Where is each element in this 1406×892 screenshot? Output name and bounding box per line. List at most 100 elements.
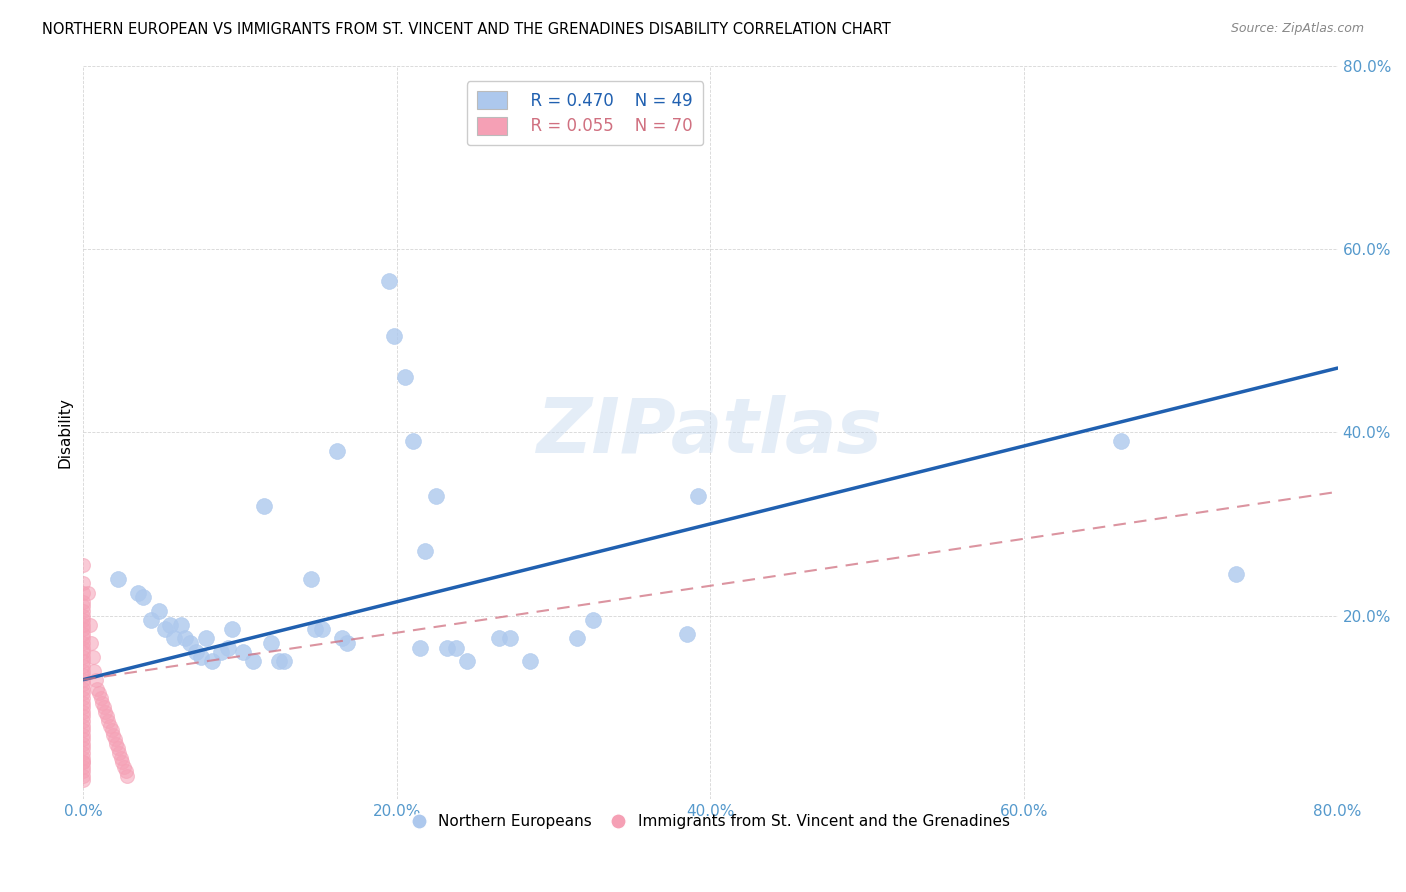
Point [72,750,94,764]
Point [72,613,94,627]
Point [86,681,108,696]
Point [190,649,212,664]
Point [456,654,478,668]
Point [72,645,94,659]
Point [72,691,94,706]
Point [72,627,94,641]
Legend: Northern Europeans, Immigrants from St. Vincent and the Grenadines: Northern Europeans, Immigrants from St. … [405,808,1017,835]
Point [112,760,135,774]
Point [104,732,127,747]
Point [84,673,107,687]
Point [72,599,94,614]
Point [82,649,104,664]
Point [72,632,94,646]
Point [77,585,100,599]
Point [217,640,239,655]
Point [201,654,224,668]
Point [394,370,416,384]
Point [260,636,283,650]
Point [93,700,115,714]
Point [87,686,110,700]
Point [72,755,94,769]
Point [446,640,468,655]
Point [72,673,94,687]
Point [72,686,94,700]
Point [97,714,120,728]
Text: NORTHERN EUROPEAN VS IMMIGRANTS FROM ST. VINCENT AND THE GRENADINES DISABILITY C: NORTHERN EUROPEAN VS IMMIGRANTS FROM ST.… [42,22,891,37]
Point [72,737,94,751]
Point [100,723,122,737]
Point [242,654,264,668]
Point [179,636,201,650]
Point [186,645,208,659]
Point [72,659,94,673]
Point [304,622,326,636]
Point [110,750,132,764]
Point [107,741,129,756]
Point [232,645,254,659]
Point [409,640,432,655]
Point [72,664,94,678]
Point [72,604,94,618]
Point [336,636,359,650]
Point [686,489,709,503]
Y-axis label: Disability: Disability [58,397,72,467]
Point [79,617,101,632]
Point [98,718,121,732]
Point [401,434,423,449]
Point [72,709,94,723]
Point [273,654,295,668]
Point [72,755,94,769]
Point [269,654,291,668]
Point [299,572,322,586]
Point [252,499,274,513]
Point [72,764,94,779]
Point [115,769,138,783]
Point [72,700,94,714]
Point [72,728,94,742]
Point [159,617,181,632]
Point [194,632,217,646]
Point [127,585,149,599]
Point [499,632,522,646]
Point [1109,434,1132,449]
Point [326,443,349,458]
Point [425,489,447,503]
Point [311,622,333,636]
Point [676,627,699,641]
Point [72,696,94,710]
Point [105,737,128,751]
Point [72,681,94,696]
Point [80,636,103,650]
Point [382,329,405,343]
Point [83,664,105,678]
Point [108,746,131,760]
Text: ZIPatlas: ZIPatlas [537,395,883,469]
Point [330,632,353,646]
Point [132,590,155,604]
Point [139,613,162,627]
Point [72,636,94,650]
Point [107,572,129,586]
Point [378,274,401,288]
Point [72,558,94,573]
Point [72,622,94,636]
Point [72,773,94,788]
Point [72,677,94,691]
Point [72,718,94,732]
Point [72,668,94,682]
Point [413,544,436,558]
Point [72,608,94,623]
Point [72,617,94,632]
Point [567,632,589,646]
Point [72,649,94,664]
Point [111,755,134,769]
Point [72,760,94,774]
Point [72,741,94,756]
Point [72,769,94,783]
Point [114,764,136,779]
Point [163,632,186,646]
Point [519,654,541,668]
Point [90,691,112,706]
Point [488,632,510,646]
